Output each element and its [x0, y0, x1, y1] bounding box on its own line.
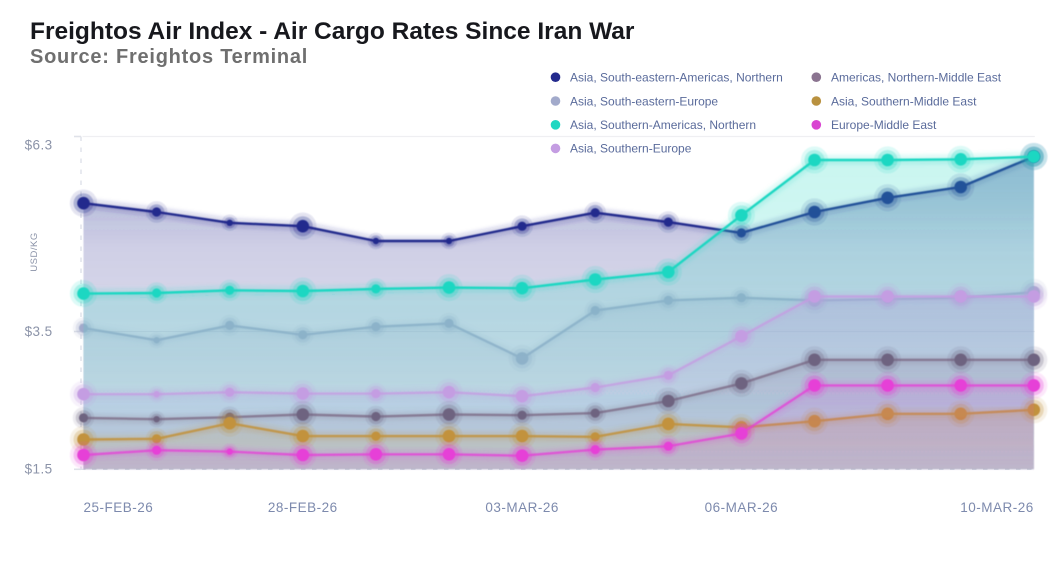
svg-text:Asia, South-eastern-Europe: Asia, South-eastern-Europe — [570, 94, 718, 108]
svg-text:03-MAR-26: 03-MAR-26 — [485, 500, 559, 515]
svg-text:Asia, Southern-Americas, North: Asia, Southern-Americas, Northern — [570, 118, 756, 132]
svg-text:$6.3: $6.3 — [25, 138, 53, 153]
svg-text:Asia, Southern-Middle East: Asia, Southern-Middle East — [831, 94, 977, 108]
svg-text:25-FEB-26: 25-FEB-26 — [84, 500, 154, 515]
svg-text:Asia, South-eastern-Americas,: Asia, South-eastern-Americas, Northern — [570, 71, 783, 85]
svg-text:28-FEB-26: 28-FEB-26 — [268, 500, 338, 515]
svg-text:10-MAR-26: 10-MAR-26 — [960, 500, 1034, 515]
svg-text:Europe-Middle East: Europe-Middle East — [831, 118, 937, 132]
svg-text:$3.5: $3.5 — [25, 324, 53, 339]
svg-text:$1.5: $1.5 — [25, 462, 53, 477]
svg-text:Asia, Southern-Europe: Asia, Southern-Europe — [570, 142, 692, 156]
svg-text:Americas, Northern-Middle East: Americas, Northern-Middle East — [831, 71, 1002, 85]
svg-text:USD/KG: USD/KG — [29, 232, 40, 271]
svg-text:06-MAR-26: 06-MAR-26 — [705, 500, 779, 515]
